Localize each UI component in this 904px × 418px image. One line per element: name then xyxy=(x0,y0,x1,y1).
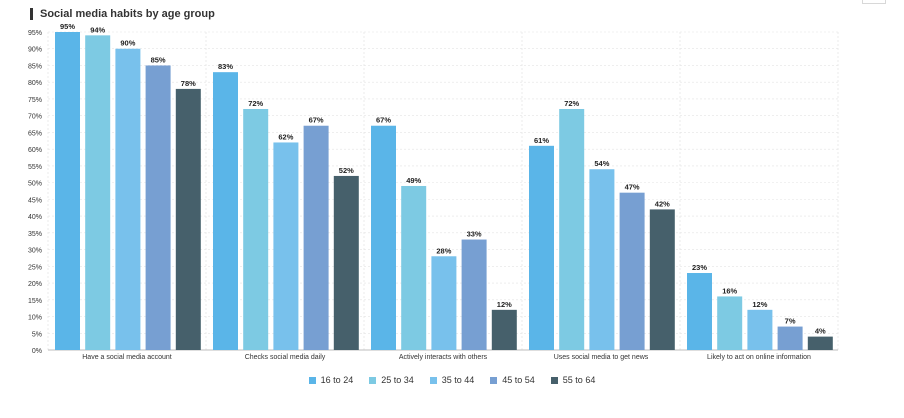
bar xyxy=(559,108,585,350)
data-label: 52% xyxy=(339,166,354,175)
data-label: 83% xyxy=(218,62,233,71)
legend-label: 16 to 24 xyxy=(320,375,354,385)
bar xyxy=(747,309,773,350)
bar xyxy=(491,309,517,350)
x-tick-label: Actively interacts with others xyxy=(399,354,488,361)
y-tick-label: 25% xyxy=(28,264,42,271)
data-label: 94% xyxy=(90,25,105,34)
y-tick-label: 85% xyxy=(28,63,42,70)
legend-item[interactable]: 55 to 64 xyxy=(550,375,596,385)
y-tick-label: 0% xyxy=(32,348,42,355)
y-tick-label: 75% xyxy=(28,97,42,104)
title-marker xyxy=(30,8,33,20)
y-tick-label: 45% xyxy=(28,197,42,204)
bar xyxy=(115,48,141,350)
data-label: 12% xyxy=(752,300,767,309)
bar xyxy=(461,239,487,350)
data-label: 72% xyxy=(248,99,263,108)
x-tick-label: Checks social media daily xyxy=(245,354,326,361)
y-tick-label: 10% xyxy=(28,315,42,322)
legend-item[interactable]: 25 to 34 xyxy=(369,375,414,385)
data-label: 95% xyxy=(60,22,75,31)
legend: 16 to 24 25 to 34 35 to 44 45 to 54 55 t… xyxy=(0,375,904,385)
y-tick-label: 20% xyxy=(28,281,42,288)
chart-title: Social media habits by age group xyxy=(40,8,215,20)
data-label: 54% xyxy=(594,159,609,168)
legend-label: 55 to 64 xyxy=(562,375,596,385)
y-tick-label: 65% xyxy=(28,130,42,137)
legend-swatch xyxy=(490,376,498,384)
data-label: 90% xyxy=(120,39,135,48)
y-tick-label: 5% xyxy=(32,331,42,338)
data-label: 33% xyxy=(467,230,482,239)
y-tick-label: 70% xyxy=(28,114,42,121)
y-tick-label: 90% xyxy=(28,47,42,54)
legend-swatch xyxy=(369,376,377,384)
x-tick-label: Likely to act on online information xyxy=(707,354,811,361)
legend-label: 35 to 44 xyxy=(441,375,475,385)
legend-label: 25 to 34 xyxy=(381,375,414,385)
data-label: 72% xyxy=(564,99,579,108)
bar xyxy=(303,125,329,350)
bar xyxy=(619,192,645,350)
bar xyxy=(55,32,80,350)
data-label: 47% xyxy=(625,183,640,192)
legend-label: 45 to 54 xyxy=(502,375,535,385)
data-label: 23% xyxy=(692,263,707,272)
data-label: 85% xyxy=(151,55,166,64)
y-tick-label: 95% xyxy=(28,30,42,37)
y-tick-label: 60% xyxy=(28,147,42,154)
corner-tab[interactable] xyxy=(862,0,886,4)
x-tick-label: Uses social media to get news xyxy=(554,354,649,361)
bar xyxy=(589,169,615,350)
bar xyxy=(175,88,201,350)
data-label: 12% xyxy=(497,300,512,309)
bar xyxy=(687,273,712,350)
bar xyxy=(273,142,299,350)
bar xyxy=(777,326,803,350)
legend-item[interactable]: 35 to 44 xyxy=(429,375,475,385)
data-label: 42% xyxy=(655,199,670,208)
bar xyxy=(431,256,457,350)
bar xyxy=(401,185,427,350)
bar xyxy=(333,175,359,350)
data-label: 49% xyxy=(406,176,421,185)
legend-swatch xyxy=(308,376,316,384)
data-label: 61% xyxy=(534,136,549,145)
legend-item[interactable]: 45 to 54 xyxy=(490,375,535,385)
bar xyxy=(213,72,238,350)
data-label: 62% xyxy=(278,132,293,141)
y-tick-label: 15% xyxy=(28,298,42,305)
bar xyxy=(145,65,171,350)
y-tick-label: 50% xyxy=(28,181,42,188)
bar xyxy=(717,296,743,350)
legend-swatch xyxy=(429,376,437,384)
bar xyxy=(529,145,554,350)
x-tick-label: Have a social media account xyxy=(82,354,172,361)
bar xyxy=(371,125,396,350)
y-tick-label: 40% xyxy=(28,214,42,221)
y-tick-label: 30% xyxy=(28,248,42,255)
y-tick-label: 80% xyxy=(28,80,42,87)
bar xyxy=(649,209,675,350)
y-tick-label: 35% xyxy=(28,231,42,238)
bar xyxy=(243,108,269,350)
data-label: 7% xyxy=(785,317,796,326)
data-label: 28% xyxy=(436,246,451,255)
data-label: 4% xyxy=(815,327,826,336)
data-label: 67% xyxy=(309,116,324,125)
y-tick-label: 55% xyxy=(28,164,42,171)
legend-item[interactable]: 16 to 24 xyxy=(308,375,354,385)
legend-swatch xyxy=(550,376,558,384)
bar xyxy=(807,336,833,350)
data-label: 16% xyxy=(722,286,737,295)
data-label: 78% xyxy=(181,79,196,88)
bar xyxy=(85,35,111,350)
chart-title-wrap: Social media habits by age group xyxy=(30,7,215,21)
data-label: 67% xyxy=(376,116,391,125)
